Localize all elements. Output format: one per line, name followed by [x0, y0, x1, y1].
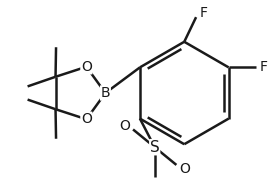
- Text: O: O: [81, 60, 92, 74]
- Text: S: S: [150, 140, 160, 155]
- Text: O: O: [81, 112, 92, 126]
- Text: B: B: [101, 86, 110, 100]
- Text: F: F: [200, 6, 208, 20]
- Text: F: F: [260, 60, 268, 74]
- Text: O: O: [179, 162, 190, 176]
- Text: O: O: [120, 118, 131, 132]
